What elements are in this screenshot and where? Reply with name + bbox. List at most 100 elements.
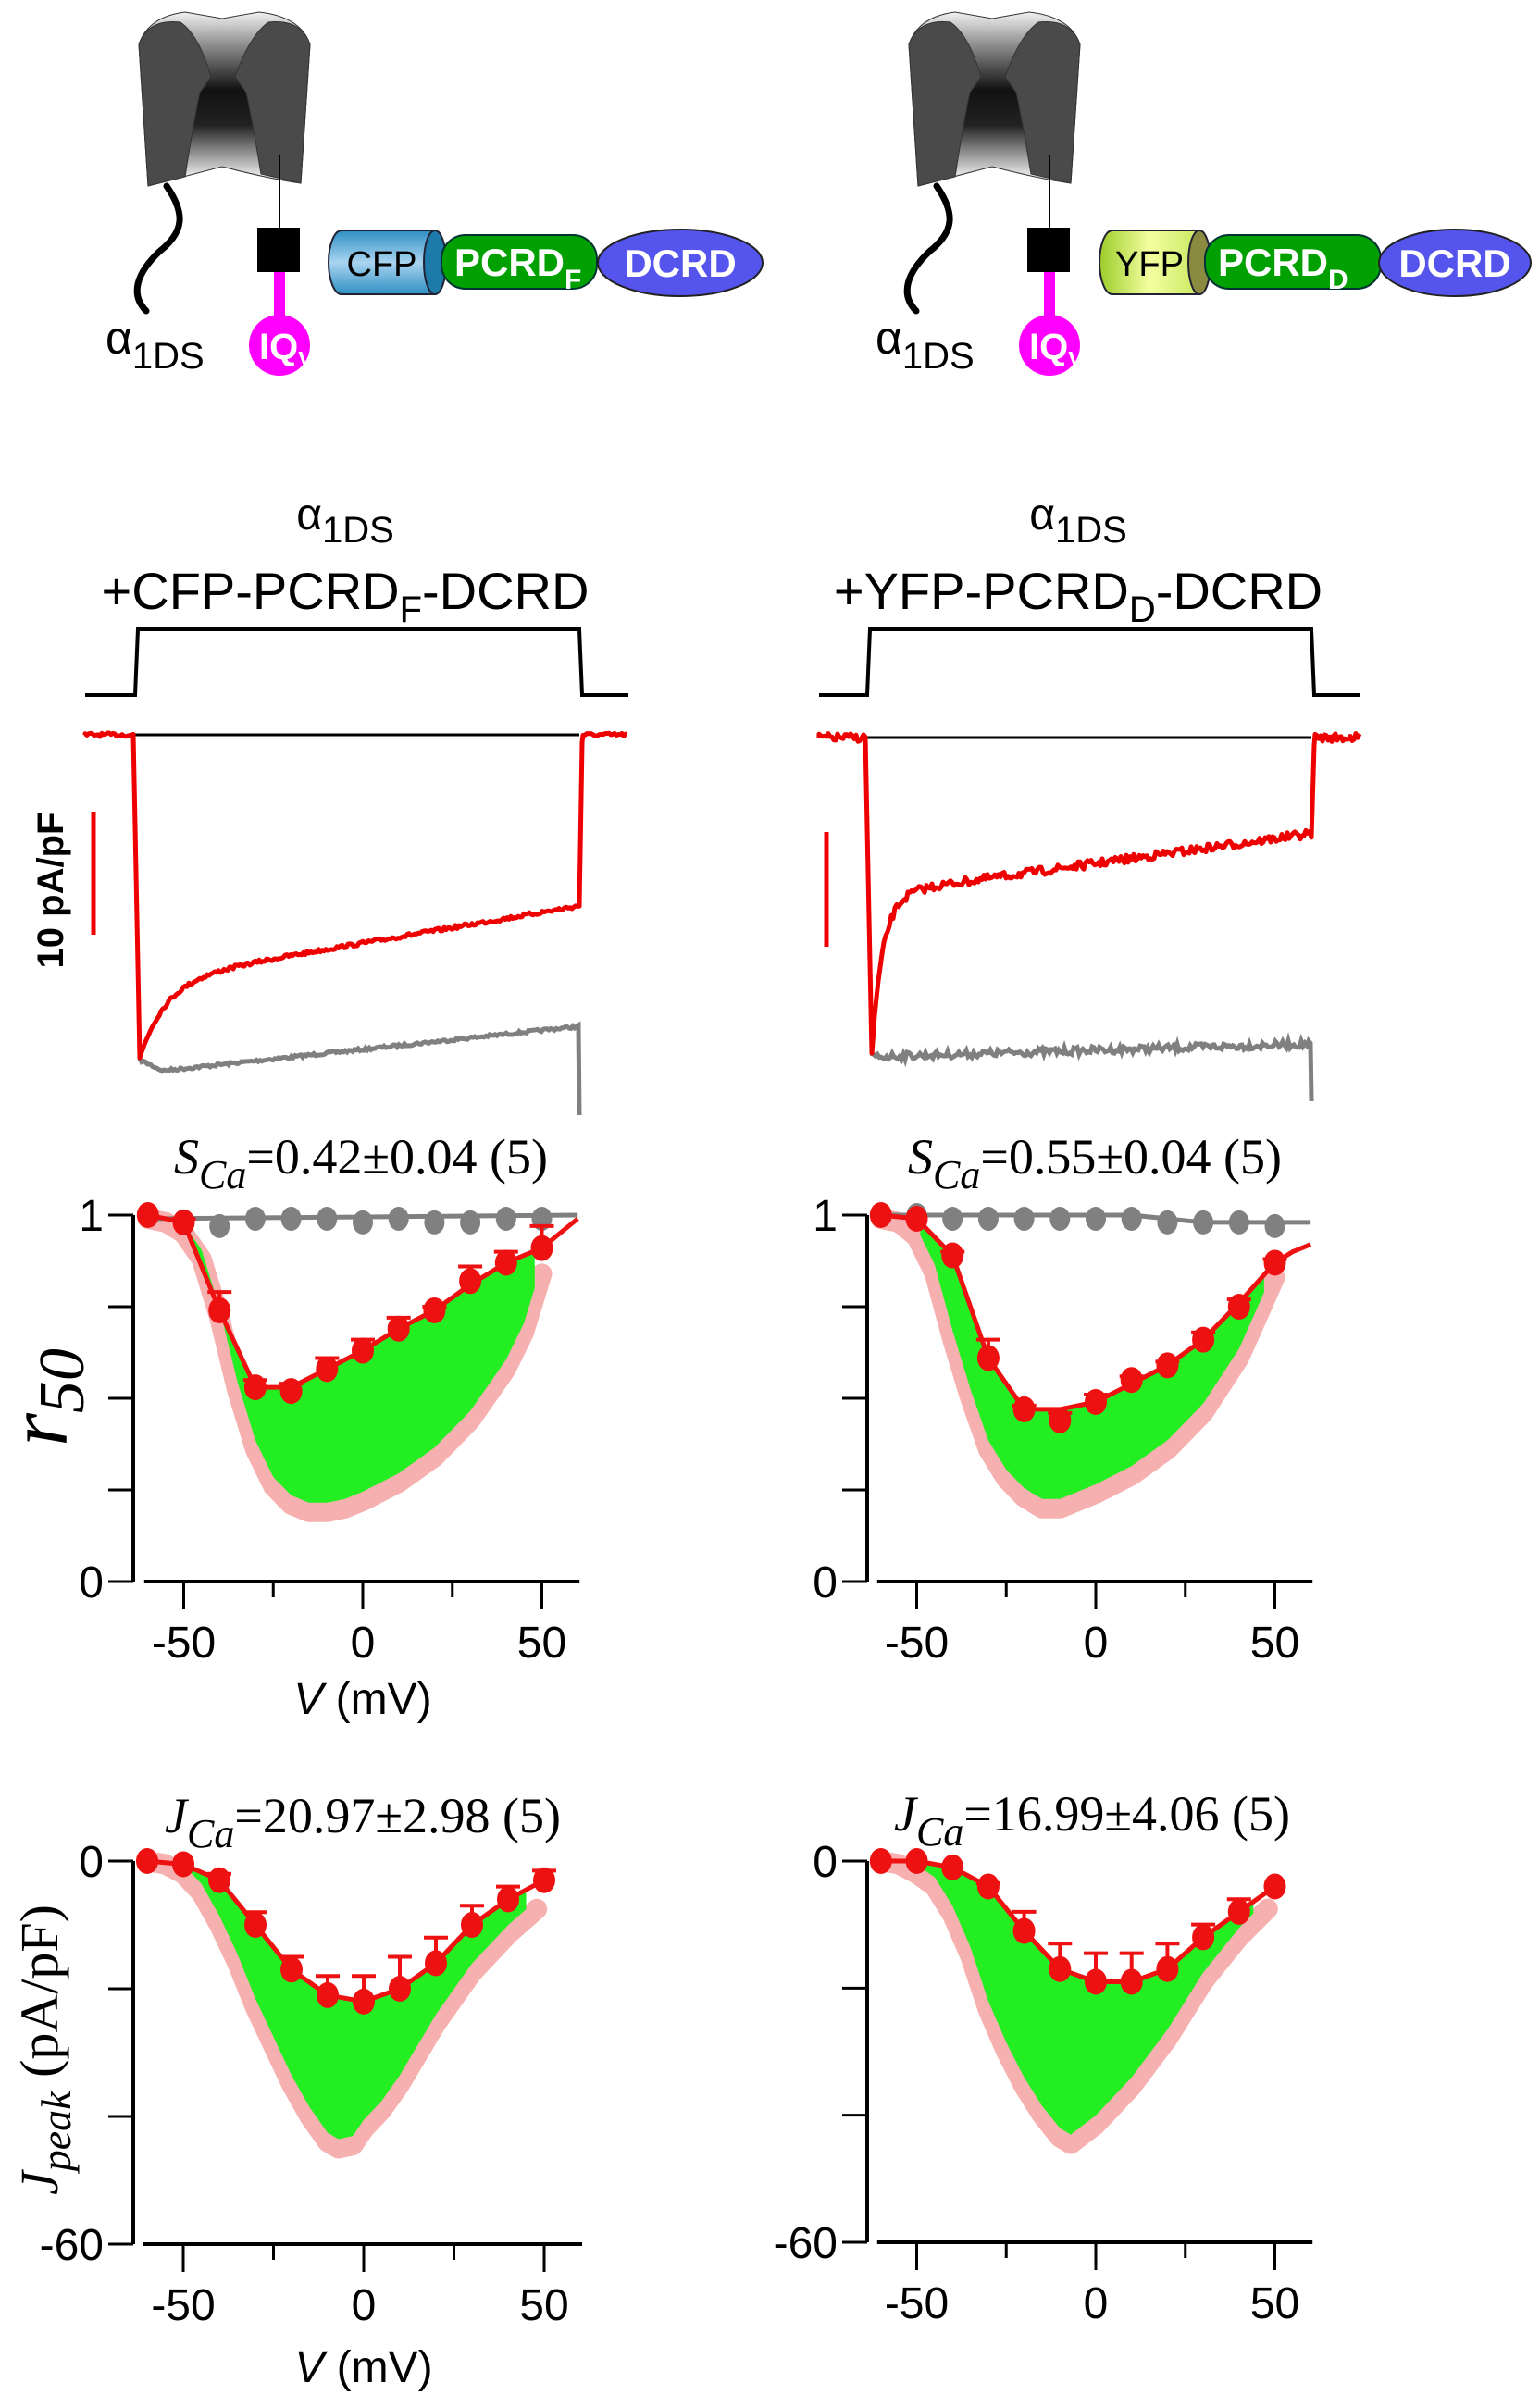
ca-data-point	[905, 1205, 928, 1232]
ca-data-point	[279, 1378, 303, 1405]
x-tick-label: 50	[517, 1619, 566, 1668]
ba-data-point	[1157, 1210, 1178, 1235]
ca-data-point	[1156, 1955, 1179, 1982]
iq-domain-icon	[249, 315, 310, 376]
channel-label: α1DS	[876, 312, 975, 377]
ba-data-point	[1013, 1206, 1035, 1231]
pre-iq-domain	[1027, 228, 1070, 272]
reference-curve	[137, 1851, 548, 2159]
y-tick-label: 0	[813, 1558, 838, 1607]
pcrd-label: PCRDD	[1218, 241, 1348, 295]
ca-data-point	[941, 1242, 964, 1269]
y-tick-label: 1	[813, 1192, 838, 1241]
ca-data-point	[280, 1956, 303, 1983]
channel-lobe-left	[908, 21, 982, 187]
pcrd-label: PCRDF	[454, 241, 581, 295]
chart-r50-left: SCa=0.42±0.04 (5) r50 V (mV) 0 1 -50 0 50	[0, 1129, 580, 1724]
x-axis-label: V (mV)	[293, 1675, 431, 1724]
x-tick-label: 0	[352, 2281, 377, 2330]
reference-curve	[870, 1209, 1285, 1519]
pcrd-text: PCRD	[1218, 241, 1328, 284]
x-tick-label: 50	[519, 2281, 568, 2330]
ba-data-point	[1264, 1213, 1285, 1238]
alpha: α	[876, 312, 902, 364]
ca-data-point	[530, 1235, 553, 1261]
dcrd-domain	[1378, 229, 1532, 297]
channel-lobe-right	[1004, 21, 1081, 184]
x-tick-label: 0	[1084, 1619, 1109, 1668]
current-traces-right	[816, 627, 1362, 1102]
pcrd-sub: D	[1328, 265, 1348, 295]
scale-bar-label: 10 pA/pF	[31, 813, 71, 969]
ca-data-point	[869, 1202, 892, 1228]
chart-title: SCa=0.42±0.04 (5)	[174, 1129, 548, 1198]
pcrd-text: PCRD	[454, 241, 565, 284]
iq-domain-icon	[1019, 315, 1080, 376]
ca-data-point	[172, 1209, 195, 1235]
trace-title-construct: +YFP-PCRDD-DCRD	[834, 562, 1323, 630]
ca-data-point	[1227, 1898, 1250, 1925]
dcrd-label: DCRD	[624, 242, 736, 285]
ca-data-point	[352, 1337, 374, 1364]
x-tick-label: 0	[351, 1619, 376, 1668]
x-tick-label: -50	[885, 2279, 949, 2328]
y-axis-label: r50	[0, 1348, 98, 1446]
fluorophore-icon	[328, 230, 436, 295]
ba-current-trace	[137, 1021, 582, 1116]
x-tick-label: -50	[885, 1619, 949, 1668]
x-tick-label: 50	[1250, 2279, 1299, 2328]
pre-iq-domain	[257, 228, 300, 272]
x-tick-label: 0	[1084, 2279, 1109, 2328]
ba-data-point	[280, 1206, 302, 1231]
y-tick-label: -60	[40, 2221, 104, 2270]
ba-current-trace	[869, 1032, 1314, 1102]
ca-data-point	[423, 1297, 446, 1323]
chart-title: JCa=16.99±4.06 (5)	[894, 1786, 1290, 1855]
ca-data-point	[1120, 1367, 1143, 1394]
ca-data-point	[243, 1374, 267, 1401]
ca-data-point	[459, 1268, 482, 1295]
reference-curve	[870, 1851, 1278, 2154]
ca-data-point	[976, 1345, 1000, 1371]
pcrd-domain	[441, 234, 598, 290]
ca-data-point	[208, 1867, 230, 1893]
current-traces-left	[82, 627, 628, 1116]
chart-jpeak-right: JCa=16.99±4.06 (5) -60 0 -50 0 50	[774, 1786, 1313, 2328]
ca-data-point	[1085, 1388, 1107, 1415]
ca-data-point	[136, 1848, 158, 1874]
channel-icon	[908, 11, 1081, 187]
ca-data-point	[172, 1851, 194, 1878]
channel-label: α1DS	[106, 312, 205, 377]
channel-lobe-left	[138, 21, 212, 187]
ca-data-point	[1263, 1873, 1286, 1900]
ca-data-point	[136, 1202, 159, 1228]
ca-data-point	[1049, 1955, 1072, 1982]
x-tick-label: -50	[151, 2281, 215, 2330]
ca-data-point	[1156, 1352, 1179, 1379]
n-terminus-tail	[133, 182, 183, 315]
y-tick-label: 0	[79, 1558, 104, 1607]
pcrd-sub: F	[565, 265, 581, 295]
ca-data-point	[869, 1848, 892, 1874]
fluorophore-label: CFP	[347, 245, 417, 284]
fluorophore-icon	[1099, 230, 1200, 295]
iq-sub: V	[1068, 346, 1085, 374]
ba-data-point	[1049, 1206, 1071, 1231]
ca-data-point	[1012, 1396, 1036, 1422]
x-tick-label: 50	[1250, 1619, 1299, 1668]
voltage-step-protocol	[819, 627, 1360, 697]
ca-data-point	[1263, 1249, 1286, 1276]
ca-data-point	[244, 1912, 267, 1938]
ca-data-point	[389, 1976, 411, 2002]
ca-data-point	[497, 1886, 519, 1913]
ca-data-point	[533, 1867, 555, 1893]
ca-data-point	[208, 1297, 231, 1323]
ca-data-point	[1049, 1407, 1072, 1433]
trace-title-channel: α1DS	[1029, 490, 1127, 551]
channel-icon	[138, 11, 311, 187]
ca-data-point	[1192, 1924, 1215, 1951]
iq-label: IQV	[1029, 327, 1085, 374]
